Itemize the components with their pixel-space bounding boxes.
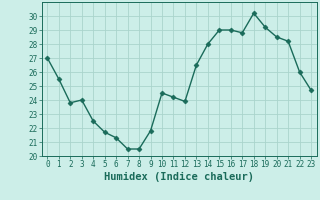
X-axis label: Humidex (Indice chaleur): Humidex (Indice chaleur) — [104, 172, 254, 182]
